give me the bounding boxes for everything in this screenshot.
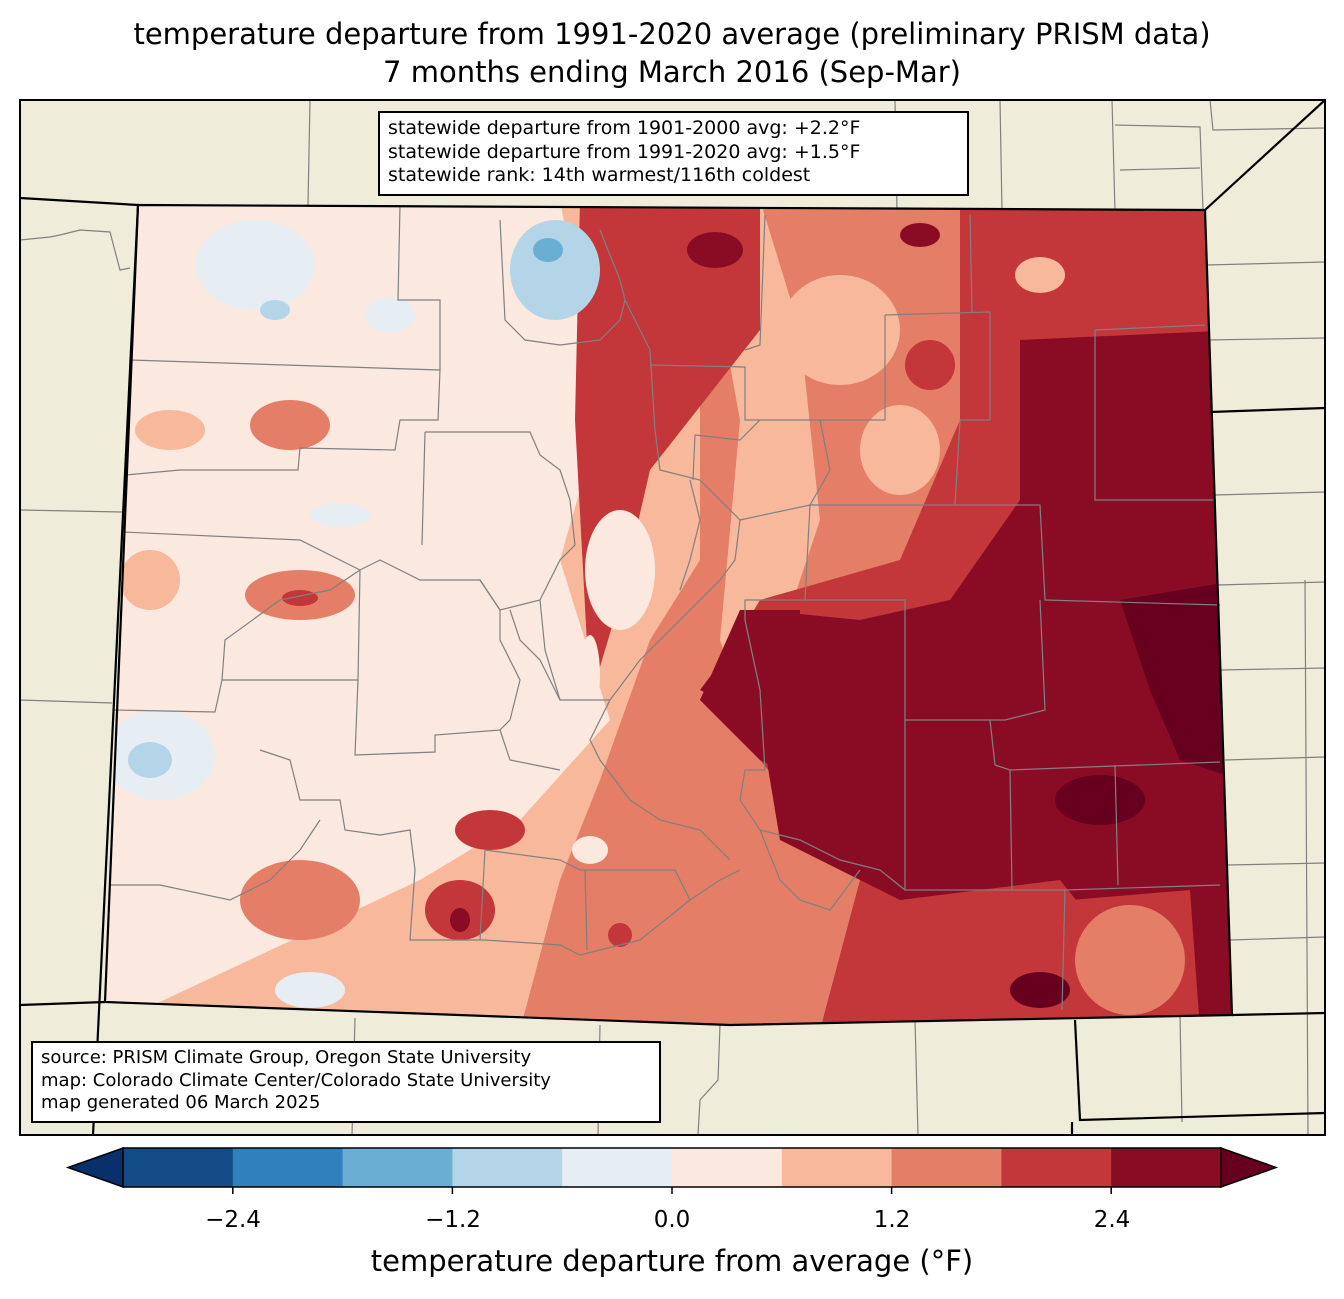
colorado-temperature-field — [105, 205, 1232, 1025]
colorbar-segment — [891, 1148, 1002, 1187]
statewide-stats-box: statewide departure from 1901-2000 avg: … — [378, 111, 969, 196]
map-title-line-2: 7 months ending March 2016 (Sep-Mar) — [383, 55, 961, 89]
stats-line-2: statewide departure from 1991-2020 avg: … — [388, 140, 861, 163]
colorbar-segment — [562, 1148, 673, 1187]
source-credit-box: source: PRISM Climate Group, Oregon Stat… — [31, 1041, 661, 1123]
colorbar-segment — [781, 1148, 893, 1187]
source-line-2: map: Colorado Climate Center/Colorado St… — [41, 1069, 551, 1091]
colorbar-tick-label: 2.4 — [1093, 1207, 1131, 1233]
stats-line-3: statewide rank: 14th warmest/116th colde… — [388, 164, 811, 186]
colorbar-segment — [342, 1148, 453, 1187]
colorbar-extend-low — [65, 1146, 124, 1189]
colorado-county-lines — [110, 204, 1221, 1011]
colorbar-extend-high — [1220, 1146, 1279, 1189]
colorbar-tick-label: −1.2 — [425, 1207, 481, 1233]
colorbar-tick-label: 0.0 — [653, 1207, 691, 1233]
colorbar-segment — [672, 1148, 783, 1187]
colorbar-label: temperature departure from average (°F) — [370, 1244, 974, 1278]
state-boundaries — [20, 100, 1325, 1135]
colorbar-segment — [1111, 1148, 1222, 1187]
colorbar-segment — [123, 1148, 234, 1187]
source-line-3: map generated 06 March 2025 — [41, 1092, 321, 1113]
source-line-1: source: PRISM Climate Group, Oregon Stat… — [41, 1047, 532, 1068]
colorbar-segment — [1001, 1148, 1112, 1187]
colorbar-segment — [452, 1148, 563, 1187]
colorbar-segment — [232, 1148, 344, 1187]
map-panel — [20, 100, 1325, 1135]
colorbar-tick-label: −2.4 — [205, 1207, 261, 1233]
colorbar-tick-label: 1.2 — [873, 1207, 911, 1233]
map-title-line-1: temperature departure from 1991-2020 ave… — [133, 17, 1211, 51]
colorbar — [65, 1146, 1279, 1194]
map-frame-border — [19, 99, 1326, 1136]
stats-line-1: statewide departure from 1901-2000 avg: … — [388, 117, 861, 139]
